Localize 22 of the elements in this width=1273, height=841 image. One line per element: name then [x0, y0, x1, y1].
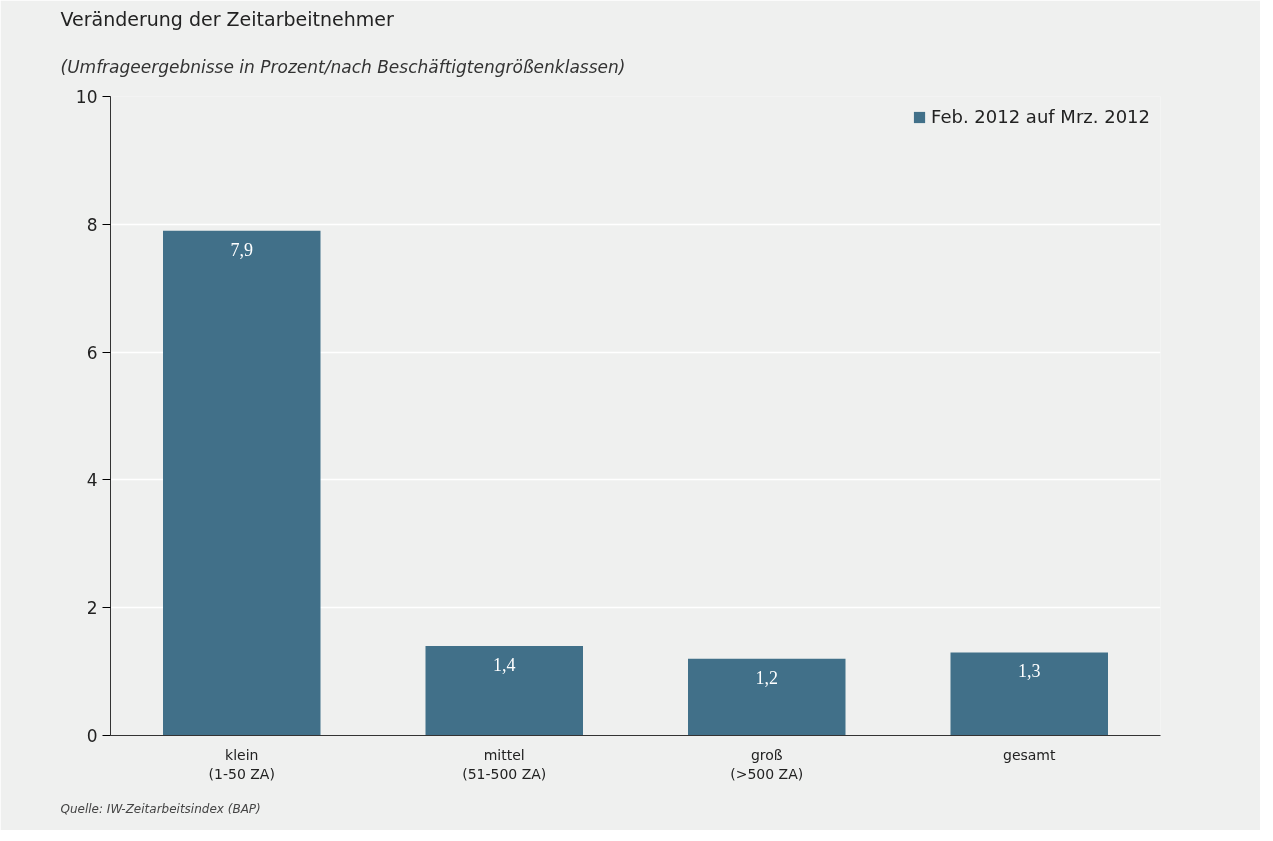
data-label: 1,2	[755, 667, 778, 688]
y-tick-label: 6	[86, 342, 98, 363]
data-label: 7,9	[230, 239, 253, 260]
legend-label: Feb. 2012 auf Mrz. 2012	[931, 106, 1150, 127]
y-tick-label: 4	[86, 470, 98, 491]
x-tick-label: groß (>500 ZA)	[730, 746, 804, 782]
chart-title: Veränderung der Zeitarbeitnehmer	[60, 7, 394, 30]
data-label: 1,3	[1018, 661, 1041, 682]
bar	[950, 652, 1108, 736]
bar	[163, 230, 321, 736]
x-tick-label: mittel (51-500 ZA)	[462, 746, 547, 782]
data-label: 1,4	[493, 655, 516, 676]
x-tick-label: klein (1-50 ZA)	[208, 746, 275, 782]
y-tick-label: 0	[86, 726, 98, 746]
source-note: Quelle: IW-Zeitarbeitsindex (BAP)	[60, 801, 261, 816]
bar	[688, 658, 846, 736]
y-tick-label: 2	[86, 598, 98, 619]
y-tick-label: 10	[75, 87, 98, 107]
chart-subtitle: (Umfrageergebnisse in Prozent/nach Beschäftigtengrößenklassen)	[60, 56, 626, 77]
x-tick-label: gesamt	[1003, 746, 1057, 763]
y-tick-label: 8	[86, 214, 98, 235]
bar	[425, 646, 583, 736]
